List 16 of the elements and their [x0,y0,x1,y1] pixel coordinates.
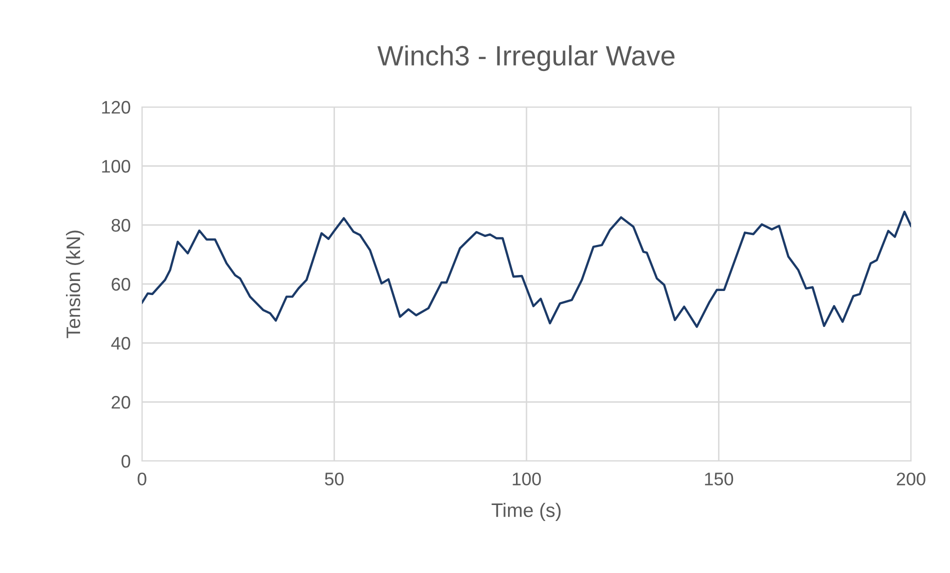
y-tick-label: 100 [102,160,130,173]
x-tick-label: 200 [896,472,926,486]
x-axis-title: Time (s) [492,502,561,521]
x-tick-label: 100 [512,472,541,486]
chart-title: Winch3 - Irregular Wave [377,45,674,72]
y-tick-label: 80 [112,218,130,232]
x-tick-label: 150 [705,472,734,486]
x-tick-label: 50 [324,472,344,486]
y-tick-label: 20 [112,396,130,409]
y-axis-title: Tension (kN) [66,230,84,338]
y-tick-label: 40 [111,336,130,350]
y-tick-label: 0 [122,454,130,468]
y-tick-label: 60 [112,278,130,291]
line-series [142,210,911,328]
y-tick-label: 120 [102,100,130,114]
x-tick-label: 0 [138,472,146,486]
